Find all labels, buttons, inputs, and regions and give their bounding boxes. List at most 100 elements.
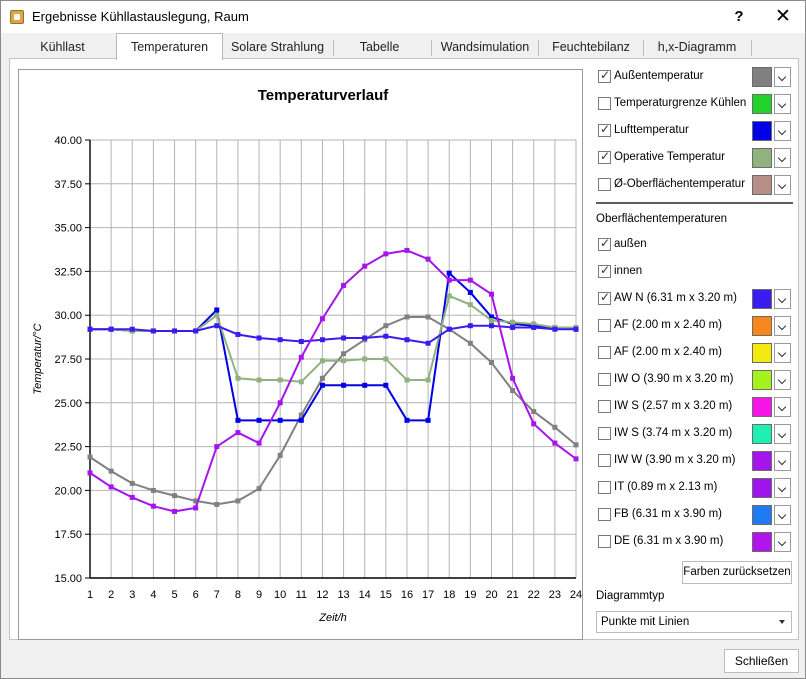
color-swatch[interactable] xyxy=(752,370,772,390)
legend-row-oberflaechentemperatur[interactable]: Ø-Oberflächentemperatur xyxy=(596,174,796,196)
tab-wandsimulation[interactable]: Wandsimulation xyxy=(440,40,530,54)
checkbox[interactable] xyxy=(598,263,611,278)
checkbox[interactable] xyxy=(598,427,611,440)
data-point xyxy=(488,317,494,323)
close-icon[interactable]: ✕ xyxy=(775,6,791,27)
tab-temperaturen[interactable]: Temperaturen xyxy=(116,33,223,60)
color-dropdown-button[interactable] xyxy=(774,289,791,309)
legend-label: Lufttemperatur xyxy=(614,124,689,136)
legend-row-lufttemperatur[interactable]: Lufttemperatur xyxy=(596,120,796,142)
legend-row-temperaturgrenze[interactable]: Temperaturgrenze Kühlen xyxy=(596,93,796,115)
color-swatch[interactable] xyxy=(752,397,772,417)
checkbox[interactable] xyxy=(598,373,611,386)
checkbox[interactable] xyxy=(598,149,611,164)
color-swatch[interactable] xyxy=(752,532,772,552)
checkbox[interactable] xyxy=(598,535,611,548)
legend-row-aw-n[interactable]: AW N (6.31 m x 3.20 m) xyxy=(596,288,796,310)
checkbox[interactable] xyxy=(598,346,611,359)
legend-row-aussentemperatur[interactable]: Außentemperatur xyxy=(596,66,796,88)
close-button[interactable]: Schließen xyxy=(724,649,799,673)
divider xyxy=(596,202,793,204)
checkbox[interactable] xyxy=(598,122,611,137)
color-swatch[interactable] xyxy=(752,343,772,363)
legend-row-iw-s-1[interactable]: IW S (2.57 m x 3.20 m) xyxy=(596,396,796,418)
chart-type-select[interactable]: Punkte mit Linien xyxy=(596,611,792,633)
color-dropdown-button[interactable] xyxy=(774,343,791,363)
tab-tabelle[interactable]: Tabelle xyxy=(359,40,400,54)
color-swatch[interactable] xyxy=(752,505,772,525)
data-point xyxy=(552,440,558,446)
color-dropdown-button[interactable] xyxy=(774,370,791,390)
checkbox[interactable] xyxy=(598,68,611,83)
color-dropdown-button[interactable] xyxy=(774,397,791,417)
legend-row-iw-w[interactable]: IW W (3.90 m x 3.20 m) xyxy=(596,450,796,472)
checkbox[interactable] xyxy=(598,508,611,521)
color-swatch[interactable] xyxy=(752,121,772,141)
color-dropdown-button[interactable] xyxy=(774,121,791,141)
data-point xyxy=(467,340,473,346)
color-dropdown-button[interactable] xyxy=(774,175,791,195)
tab-hx-diagramm[interactable]: h,x-Diagramm xyxy=(657,40,737,54)
legend-row-fb[interactable]: FB (6.31 m x 3.90 m) xyxy=(596,504,796,526)
help-button[interactable]: ? xyxy=(734,8,744,25)
checkbox[interactable] xyxy=(598,454,611,467)
color-swatch[interactable] xyxy=(752,316,772,336)
legend-row-iw-o[interactable]: IW O (3.90 m x 3.20 m) xyxy=(596,369,796,391)
tab-solare-strahlung[interactable]: Solare Strahlung xyxy=(230,40,325,54)
color-dropdown-button[interactable] xyxy=(774,67,791,87)
x-tick-label: 8 xyxy=(235,589,241,601)
color-swatch[interactable] xyxy=(752,148,772,168)
legend-row-af-1[interactable]: AF (2.00 m x 2.40 m) xyxy=(596,315,796,337)
color-swatch[interactable] xyxy=(752,289,772,309)
legend-row-iw-s-2[interactable]: IW S (3.74 m x 3.20 m) xyxy=(596,423,796,445)
legend-label: IW O (3.90 m x 3.20 m) xyxy=(614,373,734,385)
data-point xyxy=(362,356,368,362)
x-tick-label: 22 xyxy=(528,589,540,601)
color-dropdown-button[interactable] xyxy=(774,532,791,552)
tab-feuchtebilanz[interactable]: Feuchtebilanz xyxy=(552,40,630,54)
legend-row-it[interactable]: IT (0.89 m x 2.13 m) xyxy=(596,477,796,499)
checkbox[interactable] xyxy=(598,97,611,110)
legend-row-operative-temperatur[interactable]: Operative Temperatur xyxy=(596,147,796,169)
color-swatch[interactable] xyxy=(752,478,772,498)
legend-row-innen[interactable]: innen xyxy=(596,261,796,283)
color-dropdown-button[interactable] xyxy=(774,424,791,444)
legend-row-aussen[interactable]: außen xyxy=(596,234,796,256)
checkbox[interactable] xyxy=(598,236,611,251)
reset-colors-button[interactable]: Farben zurücksetzen xyxy=(682,561,792,584)
x-tick-label: 7 xyxy=(214,589,220,601)
color-swatch[interactable] xyxy=(752,424,772,444)
data-point xyxy=(404,314,410,320)
data-point xyxy=(235,430,241,436)
color-dropdown-button[interactable] xyxy=(774,148,791,168)
color-dropdown-button[interactable] xyxy=(774,316,791,336)
legend-label: AW N (6.31 m x 3.20 m) xyxy=(614,292,737,304)
tab-kuehllast[interactable]: Kühllast xyxy=(40,40,85,54)
checkbox[interactable] xyxy=(598,400,611,413)
color-swatch[interactable] xyxy=(752,94,772,114)
y-tick-label: 30.00 xyxy=(54,310,82,322)
color-dropdown-button[interactable] xyxy=(774,505,791,525)
x-tick-label: 23 xyxy=(549,589,561,601)
color-dropdown-button[interactable] xyxy=(774,478,791,498)
data-point xyxy=(214,323,220,329)
legend-row-de[interactable]: DE (6.31 m x 3.90 m) xyxy=(596,531,796,553)
data-point xyxy=(214,444,220,450)
color-swatch[interactable] xyxy=(752,451,772,471)
data-point xyxy=(362,382,368,388)
data-point xyxy=(256,377,262,383)
tab-separator xyxy=(643,40,644,56)
data-point xyxy=(531,421,537,427)
color-dropdown-button[interactable] xyxy=(774,451,791,471)
checkbox[interactable] xyxy=(598,290,611,305)
checkbox[interactable] xyxy=(598,481,611,494)
checkbox[interactable] xyxy=(598,178,611,191)
legend-row-af-2[interactable]: AF (2.00 m x 2.40 m) xyxy=(596,342,796,364)
data-point xyxy=(510,319,516,325)
color-swatch[interactable] xyxy=(752,67,772,87)
data-point xyxy=(172,328,178,334)
checkbox[interactable] xyxy=(598,319,611,332)
color-swatch[interactable] xyxy=(752,175,772,195)
color-dropdown-button[interactable] xyxy=(774,94,791,114)
tab-separator xyxy=(751,40,752,56)
